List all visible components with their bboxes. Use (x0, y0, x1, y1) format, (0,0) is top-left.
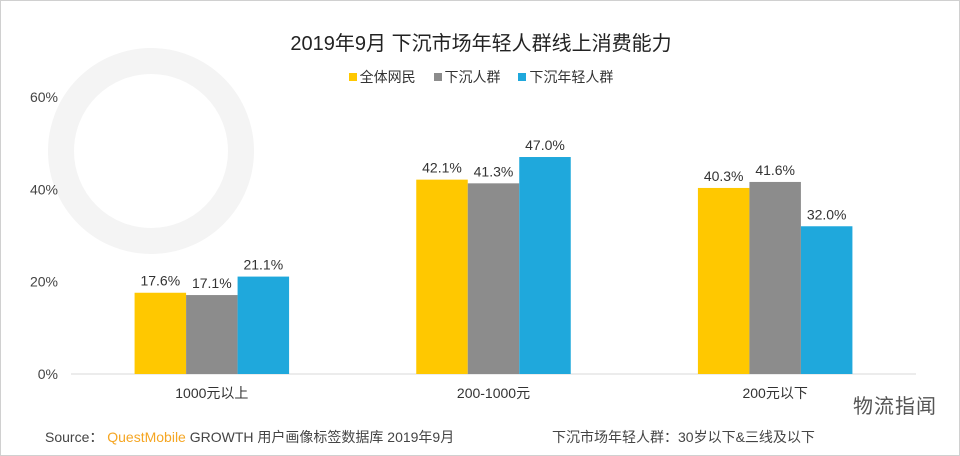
y-tick-label: 20% (30, 274, 58, 290)
data-label: 41.6% (755, 162, 795, 178)
data-label: 40.3% (704, 168, 744, 184)
legend-item-2: 下沉年轻人群 (518, 69, 613, 85)
definition-note: 下沉市场年轻人群：30岁以下&三线及以下 (552, 429, 815, 445)
data-label: 41.3% (474, 163, 514, 179)
legend-label-1: 下沉人群 (444, 69, 501, 85)
legend-label-0: 全体网民 (359, 69, 416, 85)
bar (749, 181, 801, 374)
data-label: 21.1% (243, 257, 283, 273)
bar (519, 157, 571, 374)
x-tick-label: 200-1000元 (457, 385, 530, 401)
source-text: GROWTH 用户画像标签数据库 2019年9月 (189, 429, 455, 445)
legend-label-2: 下沉年轻人群 (529, 69, 614, 85)
data-label: 17.6% (140, 273, 180, 289)
source-line: Source： QuestMobile GROWTH 用户画像标签数据库 201… (45, 427, 454, 447)
legend-item-1: 下沉人群 (433, 69, 501, 85)
bar (697, 187, 750, 374)
bar (186, 295, 238, 374)
data-label: 42.1% (422, 160, 462, 176)
brand-watermark: 物流指闻 (853, 396, 937, 418)
legend-swatch-0 (348, 73, 357, 81)
bar (467, 183, 520, 374)
y-tick-label: 60% (30, 89, 58, 105)
data-label: 32.0% (807, 206, 847, 222)
bar (800, 226, 853, 374)
y-tick-label: 40% (30, 181, 58, 197)
x-tick-label: 1000元以上 (175, 385, 248, 401)
y-tick-label: 0% (38, 366, 58, 382)
bar (237, 276, 290, 374)
data-label: 47.0% (525, 137, 565, 153)
bar (416, 179, 468, 374)
source-label: Source： (45, 429, 104, 445)
data-label: 17.1% (192, 275, 232, 291)
source-brand: QuestMobile (107, 429, 186, 445)
x-tick-label: 200元以下 (742, 385, 807, 401)
bar (134, 292, 187, 374)
legend-swatch-1 (433, 73, 442, 81)
chart-title: 2019年9月 下沉市场年轻人群线上消费能力 (290, 33, 672, 55)
legend: 全体网民 下沉人群 下沉年轻人群 (1, 67, 959, 87)
legend-swatch-2 (518, 73, 527, 81)
legend-item-0: 全体网民 (348, 69, 416, 85)
watermark-logo-icon (48, 48, 254, 254)
